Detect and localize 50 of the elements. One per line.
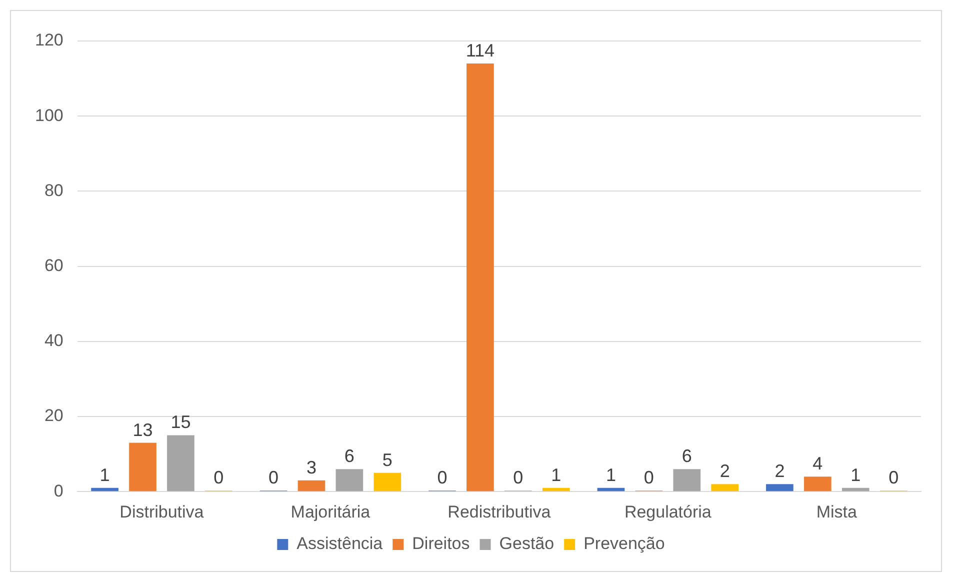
bar <box>804 476 832 492</box>
bar <box>336 469 364 492</box>
bar <box>766 484 794 492</box>
bar <box>711 484 739 492</box>
data-label: 2 <box>774 461 785 482</box>
data-label: 1 <box>551 464 562 485</box>
data-label: 2 <box>720 461 730 482</box>
bar <box>129 442 156 492</box>
bar <box>298 480 326 492</box>
x-tick-label: Redistributiva <box>448 502 552 522</box>
bar <box>374 472 402 492</box>
y-tick-label: 120 <box>34 30 64 50</box>
data-label: 0 <box>268 468 279 488</box>
x-tick-label: Regulatória <box>624 502 712 522</box>
data-label: 6 <box>344 446 354 466</box>
data-label: 0 <box>437 468 448 488</box>
data-label: 6 <box>682 446 692 466</box>
data-label: 0 <box>214 468 224 488</box>
data-label: 0 <box>644 468 654 488</box>
data-label: 5 <box>382 450 392 470</box>
data-label: 3 <box>306 457 316 478</box>
bar <box>466 64 494 492</box>
bar <box>597 488 625 492</box>
data-label: 0 <box>513 468 524 488</box>
y-tick-label: 0 <box>54 481 64 500</box>
x-tick-label: Distributiva <box>120 502 204 522</box>
data-label: 1 <box>850 464 861 485</box>
data-label: 1 <box>100 464 110 485</box>
legend-label: Assistência <box>296 534 384 554</box>
data-label: 15 <box>170 412 191 432</box>
y-tick-label: 80 <box>44 180 64 200</box>
bar <box>91 488 118 492</box>
x-tick-label: Mista <box>816 502 858 522</box>
data-label: 4 <box>812 454 823 474</box>
y-tick-label: 40 <box>44 331 64 350</box>
bar <box>167 435 194 492</box>
y-tick-label: 20 <box>44 406 64 426</box>
x-tick-label: Majoritária <box>290 502 371 522</box>
data-label: 114 <box>466 40 495 60</box>
legend-label: Gestão <box>499 534 554 554</box>
data-label: 0 <box>888 468 899 488</box>
bar <box>842 488 870 492</box>
legend-label: Prevenção <box>584 534 665 554</box>
y-tick-label: 100 <box>34 106 64 125</box>
bar <box>673 469 701 492</box>
data-label: 13 <box>132 420 153 440</box>
y-tick-label: 60 <box>44 256 64 275</box>
data-label: 1 <box>606 464 616 485</box>
bar <box>542 488 570 492</box>
legend-label: Direitos <box>412 534 470 554</box>
